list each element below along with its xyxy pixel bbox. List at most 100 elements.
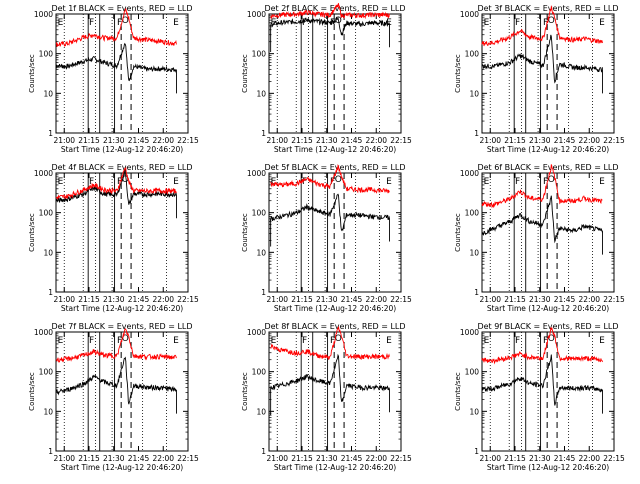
region-label: F — [117, 18, 122, 28]
x-tick-label: 21:30 — [103, 136, 125, 145]
region-label: E — [173, 177, 179, 187]
y-axis-label: Counts/sec — [454, 372, 462, 411]
y-axis-label: Counts/sec — [454, 54, 462, 93]
x-axis-label: Start Time (12-Aug-12 20:46:20) — [487, 145, 609, 154]
x-axis-label: Start Time (12-Aug-12 20:46:20) — [487, 304, 609, 313]
x-tick-label: 22:15 — [603, 295, 625, 304]
y-axis-label: Counts/sec — [454, 213, 462, 252]
region-label: E — [484, 177, 490, 187]
panel-title: Det 1f BLACK = Events, RED = LLD — [51, 4, 192, 13]
x-axis-label: Start Time (12-Aug-12 20:46:20) — [61, 145, 183, 154]
x-tick-label: 21:15 — [291, 136, 313, 145]
detector-panel-6: Det 6f BLACK = Events, RED = LLD 1 10 100 10… — [454, 163, 625, 313]
y-tick-label: 100 — [465, 209, 480, 218]
events-series-line — [481, 195, 603, 244]
x-tick-label: 22:00 — [152, 295, 174, 304]
region-label: F — [543, 336, 548, 346]
x-tick-label: 21:00 — [479, 295, 501, 304]
region-label: E — [58, 177, 64, 187]
x-tick-label: 21:15 — [504, 136, 526, 145]
region-label: E — [386, 336, 392, 346]
x-tick-label: 21:30 — [103, 454, 125, 463]
region-label: E — [271, 336, 277, 346]
y-tick-label: 100 — [252, 50, 267, 59]
region-label: F — [117, 336, 122, 346]
x-axis-label: Start Time (12-Aug-12 20:46:20) — [274, 145, 396, 154]
detector-panel-4: Det 4f BLACK = Events, RED = LLD 1 10 100 10… — [28, 163, 199, 313]
y-tick-label: 10 — [43, 407, 53, 416]
x-tick-label: 22:00 — [578, 295, 600, 304]
y-tick-label: 1 — [48, 447, 53, 456]
x-tick-label: 22:15 — [390, 454, 412, 463]
y-tick-label: 1 — [474, 129, 479, 138]
y-tick-label: 10 — [256, 248, 266, 257]
y-tick-label: 10 — [469, 248, 479, 257]
y-tick-label: 1 — [48, 129, 53, 138]
y-tick-label: 10 — [256, 407, 266, 416]
y-tick-label: 1000 — [34, 10, 53, 19]
plot-frame — [481, 331, 615, 452]
x-tick-label: 22:15 — [390, 295, 412, 304]
events-series-line — [481, 34, 603, 84]
region-label: E — [271, 177, 277, 187]
x-tick-label: 21:15 — [78, 454, 100, 463]
region-label: F — [543, 177, 548, 187]
flare-marker: O — [335, 175, 342, 185]
detector-panel-5: Det 5f BLACK = Events, RED = LLD 1 10 100 10… — [241, 163, 412, 313]
y-axis-label: Counts/sec — [28, 372, 36, 411]
x-tick-label: 22:00 — [365, 295, 387, 304]
y-tick-label: 1000 — [247, 10, 266, 19]
y-tick-label: 1 — [261, 447, 266, 456]
x-axis-label: Start Time (12-Aug-12 20:46:20) — [61, 304, 183, 313]
y-tick-label: 1 — [261, 129, 266, 138]
x-tick-label: 22:15 — [177, 295, 199, 304]
events-series-line — [55, 42, 177, 82]
events-series-line — [55, 168, 177, 205]
y-tick-label: 1 — [48, 288, 53, 297]
region-label: F — [302, 18, 307, 28]
x-tick-label: 22:15 — [603, 136, 625, 145]
y-tick-label: 10 — [469, 407, 479, 416]
panel-title: Det 8f BLACK = Events, RED = LLD — [264, 322, 405, 331]
region-label: F — [330, 336, 335, 346]
y-tick-label: 10 — [43, 89, 53, 98]
lld-series-line — [270, 163, 390, 194]
x-tick-label: 21:30 — [316, 454, 338, 463]
y-tick-label: 100 — [39, 209, 54, 218]
x-tick-label: 21:45 — [128, 295, 150, 304]
plot-frame — [55, 172, 189, 293]
region-label: F — [302, 177, 307, 187]
flare-marker: O — [122, 334, 129, 344]
region-label: F — [89, 18, 94, 28]
region-label: F — [302, 336, 307, 346]
region-label: F — [515, 18, 520, 28]
x-tick-label: 21:45 — [554, 136, 576, 145]
region-label: E — [484, 336, 490, 346]
x-tick-label: 21:00 — [479, 454, 501, 463]
flare-marker: O — [122, 16, 129, 26]
y-tick-label: 100 — [465, 50, 480, 59]
y-axis-label: Counts/sec — [241, 54, 249, 93]
x-tick-label: 21:15 — [504, 295, 526, 304]
detector-panel-2: Det 2f BLACK = Events, RED = LLD11010010… — [241, 3, 412, 154]
y-tick-label: 1000 — [460, 328, 479, 337]
y-tick-label: 100 — [465, 368, 480, 377]
x-tick-label: 22:15 — [603, 454, 625, 463]
x-tick-label: 21:45 — [128, 136, 150, 145]
plot-frame — [268, 331, 402, 452]
x-tick-label: 22:00 — [365, 454, 387, 463]
x-tick-label: 21:30 — [529, 136, 551, 145]
y-tick-label: 100 — [252, 209, 267, 218]
x-axis-label: Start Time (12-Aug-12 20:46:20) — [274, 304, 396, 313]
x-tick-label: 21:45 — [341, 454, 363, 463]
events-series-line — [270, 353, 390, 403]
y-tick-label: 100 — [39, 368, 54, 377]
y-axis-label: Counts/sec — [28, 54, 36, 93]
x-tick-label: 21:15 — [504, 454, 526, 463]
y-axis-label: Counts/sec — [241, 213, 249, 252]
region-label: E — [484, 18, 490, 28]
detector-panel-8: Det 8f BLACK = Events, RED = LLD 1 10 100 10… — [241, 322, 412, 472]
x-tick-label: 21:00 — [479, 136, 501, 145]
y-axis-label: Counts/sec — [241, 372, 249, 411]
